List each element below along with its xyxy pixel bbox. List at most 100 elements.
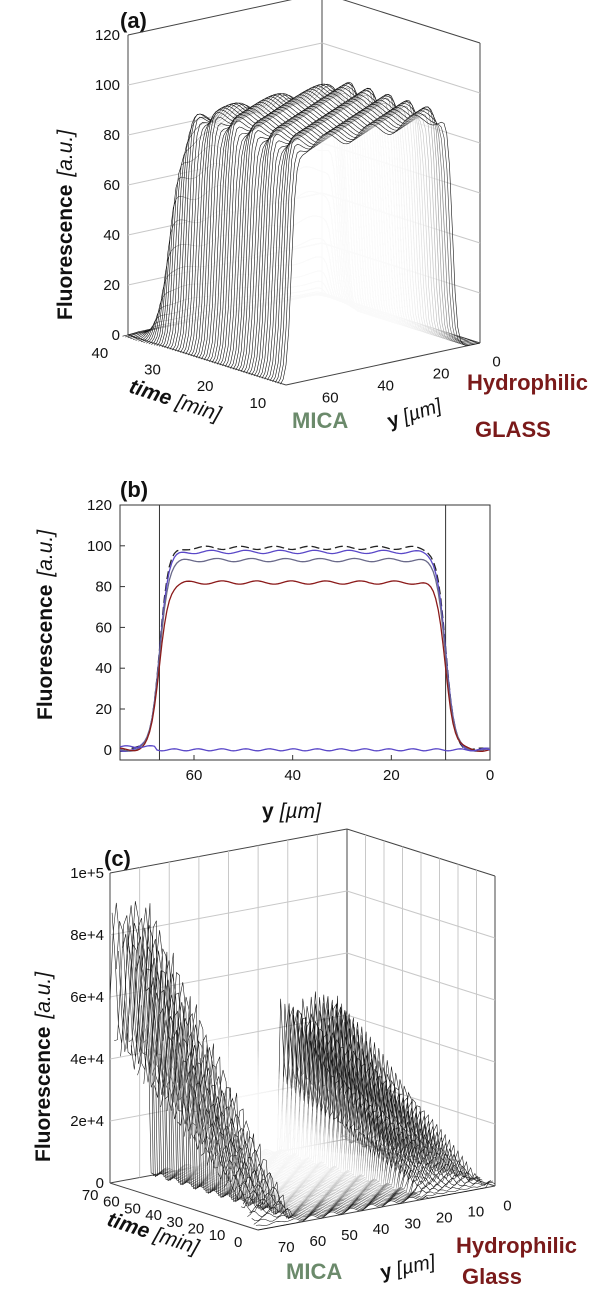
surface-trace: [230, 93, 431, 369]
y-tick-label: 50: [341, 1227, 358, 1244]
time-tick-label: 10: [209, 1227, 226, 1244]
panel-a-y-label: y[µm]: [385, 395, 445, 433]
surface-trace: [214, 90, 415, 364]
surface-trace: [249, 1177, 487, 1218]
box-edge: [127, 0, 293, 36]
grid-line: [321, 242, 481, 294]
surface-trace: [154, 996, 392, 1190]
surface-trace: [255, 1180, 493, 1226]
fluorescence-tick-label: 120: [95, 27, 120, 44]
series-line: [119, 557, 491, 752]
time-tick-label: 50: [124, 1200, 141, 1217]
series-line: [119, 545, 491, 753]
grid-line: [127, 192, 323, 236]
y-tick-label: 20: [436, 1209, 453, 1226]
surface-trace: [257, 1182, 496, 1231]
surface-trace: [138, 287, 338, 342]
y-tick-label: 20: [433, 365, 450, 382]
fluorescence-tick-label: 80: [103, 127, 120, 144]
box-edge: [285, 342, 481, 386]
x-tick-label: 0: [486, 767, 494, 784]
panel-a-ylabel: Fluorescence[a.u.]: [54, 129, 77, 320]
fluorescence-tick-label: 60: [103, 177, 120, 194]
box-edge: [342, 0, 481, 44]
y-tick-label: 0: [492, 353, 500, 370]
y-tick-label: 120: [87, 497, 112, 514]
panel-b-ylabel: Fluorescence[a.u.]: [34, 529, 57, 720]
surface-trace: [277, 112, 478, 384]
grid-line: [127, 92, 323, 136]
panel-c-label: (c): [104, 846, 131, 871]
box-edge: [109, 1182, 259, 1231]
grid-line: [127, 42, 323, 86]
panel-c-time-ticks: 70 60 50 40 30 20 10 0: [82, 1187, 243, 1251]
surface-trace: [238, 1161, 477, 1215]
time-tick-label: 40: [91, 345, 108, 362]
panel-a-hydrophilic-label: Hydrophilic: [467, 370, 588, 395]
panel-b-series: [119, 545, 491, 753]
surface-trace: [228, 1147, 466, 1213]
series-line: [119, 549, 491, 752]
y-tick-label: 60: [95, 619, 112, 636]
surface-trace: [132, 293, 333, 340]
surface-trace: [230, 1150, 468, 1214]
fluorescence-tick-label: 4e+4: [70, 1051, 104, 1068]
panel-c-y-ticks: 70 60 50 40 30 20 10 0: [278, 1198, 512, 1256]
panel-b-x-ticks: 60 40 20 0: [186, 755, 494, 784]
series-line: [119, 580, 491, 753]
fluorescence-tick-label: 6e+4: [70, 989, 104, 1006]
surface-trace: [251, 1178, 489, 1222]
surface-trace: [143, 270, 344, 343]
panel-c-glass-label: Glass: [462, 1264, 522, 1289]
surface-trace: [209, 1117, 447, 1206]
surface-trace: [164, 1020, 403, 1193]
y-tick-label: 0: [104, 742, 112, 759]
grid-line: [321, 42, 481, 94]
panel-a-fluorescence-ticks: 120 100 80 60 40 20 0: [95, 27, 120, 344]
panel-a-time-ticks: 40 30 20 10: [91, 345, 266, 412]
surface-trace: [248, 99, 449, 375]
surface-trace: [269, 106, 470, 382]
series-line: [119, 745, 491, 752]
y-tick-label: 10: [468, 1204, 485, 1221]
panel-c-hydrophilic-label: Hydrophilic: [456, 1233, 577, 1258]
panel-a-label: (a): [120, 8, 147, 33]
surface-trace: [264, 108, 465, 380]
y-tick-label: 20: [95, 701, 112, 718]
grid-line: [321, 192, 481, 244]
fluorescence-tick-label: 20: [103, 277, 120, 294]
surface-trace: [253, 1179, 491, 1225]
time-tick-label: 30: [166, 1214, 183, 1231]
panel-c-surface: [109, 901, 496, 1231]
grid-line: [321, 142, 481, 194]
panel-b: (b) 120 100 80 60 40 20 0 60 40 20 0 Fluorescence…: [34, 477, 494, 823]
panel-b-frame: [119, 504, 491, 761]
time-tick-label: 40: [145, 1207, 162, 1224]
surface-trace: [211, 88, 412, 363]
y-tick-label: 60: [310, 1233, 327, 1250]
y-tick-label: 60: [322, 389, 339, 406]
panel-c: (c) 1e+58e+46e+44e+42e+40 70 60 50 40 30 20 10…: [32, 828, 577, 1289]
surface-trace: [235, 97, 436, 371]
time-tick-label: 20: [188, 1221, 205, 1238]
panel-a-y-ticks: 60 40 20 0: [322, 353, 501, 406]
surface-trace: [195, 85, 396, 358]
surface-trace: [241, 1165, 479, 1216]
y-tick-label: 40: [373, 1221, 390, 1238]
panel-b-edge-lines: [158, 505, 447, 760]
surface-trace: [274, 110, 475, 383]
fluorescence-tick-label: 1e+5: [70, 865, 104, 882]
y-tick-label: 40: [377, 377, 394, 394]
panel-a: (a) 120 100 80 60 40 20 0 40 30 20 10 60 40 20 0 Flu…: [54, 0, 588, 442]
surface-trace: [135, 291, 336, 341]
time-tick-label: 30: [144, 361, 161, 378]
surface-trace: [259, 107, 459, 378]
x-tick-label: 60: [186, 767, 203, 784]
surface-trace: [280, 114, 481, 385]
panel-a-surface: [122, 81, 481, 385]
panel-a-glass-label: GLASS: [475, 417, 551, 442]
y-tick-label: 80: [95, 579, 112, 596]
surface-trace: [234, 1155, 472, 1215]
surface-trace: [156, 166, 357, 347]
